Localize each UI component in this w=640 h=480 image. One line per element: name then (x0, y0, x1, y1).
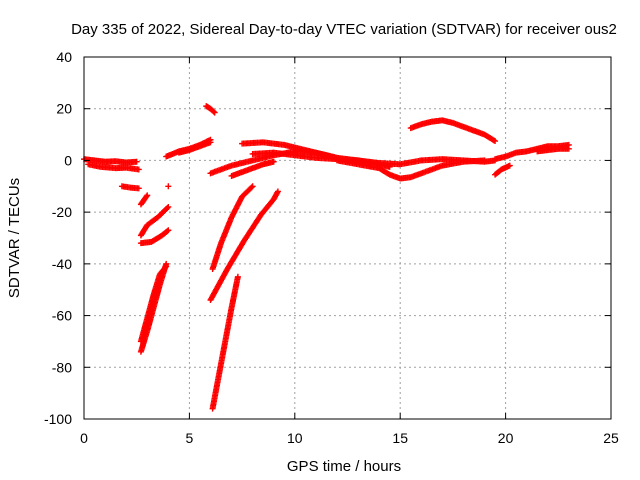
x-tick-label: 15 (392, 430, 408, 446)
data-point (143, 193, 150, 200)
data-point (481, 157, 488, 164)
series-7 (137, 227, 172, 247)
data-point (207, 139, 214, 146)
data-point (270, 158, 277, 165)
y-axis-label: SDTVAR / TECUs (6, 178, 23, 298)
x-axis-label: GPS time / hours (287, 458, 401, 475)
x-tick-label: 5 (186, 430, 194, 446)
series-2 (85, 161, 142, 173)
y-tick-label: -100 (44, 411, 72, 427)
y-tick-label: -80 (52, 359, 72, 375)
data-point (492, 138, 499, 145)
data-point (248, 184, 255, 191)
data-point (506, 162, 513, 169)
plot-frame (83, 56, 612, 420)
data-point (165, 203, 172, 210)
series-12 (203, 103, 218, 116)
x-tick-label: 20 (498, 430, 514, 446)
grid-lines (84, 57, 611, 419)
y-tick-label: -20 (52, 204, 72, 220)
series-9 (137, 263, 170, 345)
data-point (144, 192, 151, 199)
data-point (234, 273, 241, 280)
series-6 (137, 203, 172, 239)
series-23 (492, 141, 572, 163)
data-point (133, 158, 140, 165)
series-20 (333, 157, 488, 182)
chart-title: Day 335 of 2022, Sidereal Day-to-day VTE… (71, 21, 617, 38)
axis-ticks: 0 5 10 15 20 25 -100 -80 -60 -40 -20 0 20 40 (44, 49, 619, 446)
data-point (164, 228, 171, 235)
y-tick-label: 40 (56, 49, 72, 65)
data-point (386, 163, 393, 170)
data-point (163, 263, 170, 270)
data-point (135, 166, 142, 173)
series-15 (207, 188, 281, 304)
data-point (165, 227, 172, 234)
series-14 (209, 183, 256, 273)
data-point (162, 264, 169, 271)
data-point (164, 205, 171, 212)
series-13 (209, 273, 241, 412)
data-point (135, 185, 142, 192)
y-tick-label: -60 (52, 308, 72, 324)
series-21 (407, 117, 499, 145)
series-11 (175, 139, 214, 156)
data-point (165, 183, 172, 190)
series-24 (534, 145, 572, 155)
data-point (249, 183, 256, 190)
data-point (565, 145, 572, 152)
x-tick-label: 10 (287, 430, 303, 446)
data-point (210, 108, 217, 115)
data-point (274, 188, 281, 195)
data-point (211, 109, 218, 116)
data-point (274, 189, 281, 196)
x-tick-label: 0 (80, 430, 88, 446)
series-3 (118, 183, 142, 192)
data-point (490, 137, 497, 144)
data-points (81, 103, 572, 412)
y-tick-label: -40 (52, 256, 72, 272)
series-22 (492, 162, 513, 178)
series-5 (165, 183, 172, 190)
series-17 (228, 158, 277, 179)
y-tick-label: 0 (64, 152, 72, 168)
x-tick-label: 25 (603, 430, 619, 446)
y-tick-label: 20 (56, 101, 72, 117)
series-4 (137, 192, 151, 208)
